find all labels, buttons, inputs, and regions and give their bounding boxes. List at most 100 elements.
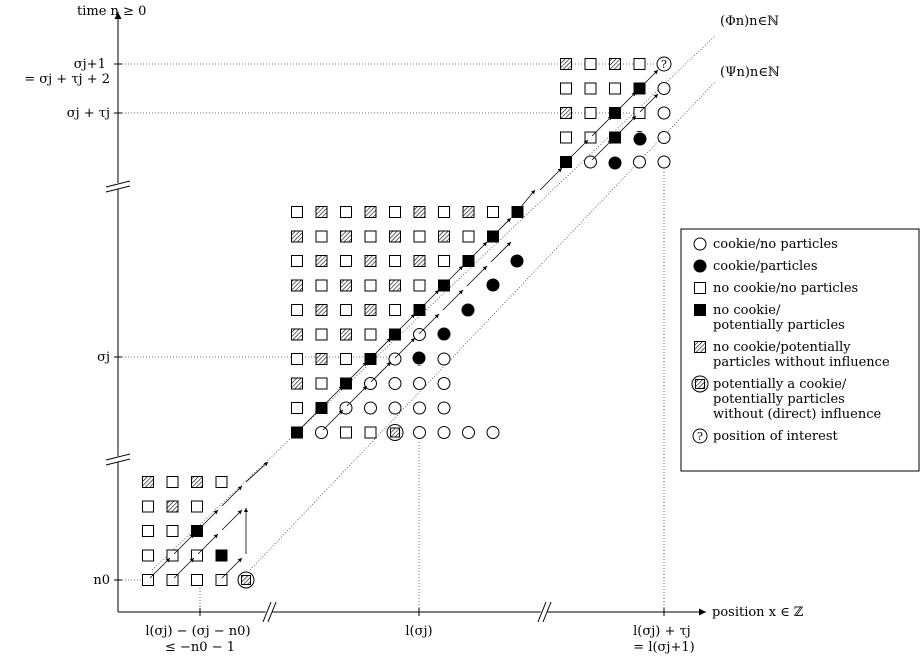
cell-open-square bbox=[584, 82, 597, 95]
question-mark: ? bbox=[661, 58, 667, 71]
cell-open-circle bbox=[388, 352, 402, 366]
cell-grids: ? bbox=[142, 56, 672, 589]
legend-item-filled-square: no cookie/potentially particles bbox=[694, 303, 845, 333]
cell-open-square bbox=[340, 255, 352, 267]
step-arrow bbox=[149, 557, 171, 579]
cell-open-square bbox=[462, 230, 475, 243]
legend-text: potentially a cookie/ bbox=[713, 377, 847, 392]
cell-open-circle bbox=[462, 426, 475, 439]
cell-open-square bbox=[291, 402, 303, 414]
cell-open-square bbox=[215, 476, 228, 488]
cell-open-square bbox=[633, 107, 646, 119]
x-axis-break-left bbox=[262, 600, 277, 624]
legend-text: no cookie/no particles bbox=[713, 281, 858, 296]
cell-open-square bbox=[487, 206, 499, 218]
step-arrow bbox=[221, 509, 243, 531]
x-tick-label-right: l(σj) + τj = l(σj+1) bbox=[633, 624, 695, 655]
step-arrow bbox=[370, 337, 392, 359]
cell-filled-square bbox=[511, 206, 524, 218]
cell-hatched-square bbox=[166, 500, 179, 513]
cell-open-circle bbox=[486, 426, 500, 439]
cell-open-circle bbox=[315, 426, 328, 439]
y-axis-break-lower bbox=[105, 453, 131, 466]
cell-open-circle bbox=[413, 328, 426, 341]
cell-hatched-square bbox=[315, 206, 328, 218]
cell-filled-circle bbox=[461, 303, 475, 317]
cell-open-square bbox=[584, 131, 597, 144]
y-axis-break-upper bbox=[105, 180, 131, 193]
cell-open-square bbox=[291, 206, 303, 218]
cell-open-square bbox=[166, 476, 179, 488]
x-tick-labels: l(σj) − (σj − n0) ≤ −n0 − 1 l(σj) l(σj) … bbox=[145, 624, 695, 655]
cell-open-circle bbox=[657, 155, 671, 169]
legend-text: particles without influence bbox=[713, 355, 890, 370]
cell-open-square bbox=[389, 255, 401, 267]
question-mark: ? bbox=[697, 430, 703, 443]
cell-hatched-square bbox=[142, 476, 154, 488]
x-axis-break-right bbox=[537, 600, 552, 624]
step-arrow bbox=[591, 115, 613, 137]
y-tick-label-sigma-j: σj bbox=[97, 350, 110, 365]
cell-open-circle bbox=[413, 401, 426, 415]
legend-text: potentially particles bbox=[713, 392, 845, 407]
legend-item-open-square: no cookie/no particles bbox=[694, 281, 858, 296]
step-arrow bbox=[418, 313, 440, 335]
cell-hatched-square bbox=[191, 476, 203, 488]
cell-open-square bbox=[291, 353, 303, 365]
legend-text: no cookie/ bbox=[713, 303, 781, 318]
cell-hatched-square bbox=[315, 304, 328, 316]
cell-open-circle bbox=[413, 377, 426, 390]
grid-row bbox=[142, 549, 228, 562]
cell-filled-circle bbox=[412, 351, 426, 365]
cell-open-square bbox=[584, 58, 597, 70]
cell-open-circle bbox=[437, 401, 451, 415]
open-square-icon bbox=[694, 282, 706, 294]
step-arrow bbox=[539, 167, 563, 191]
step-arrow bbox=[394, 337, 416, 359]
cell-hatched-square bbox=[413, 255, 426, 267]
grid-row bbox=[291, 255, 475, 267]
cell-open-square bbox=[291, 255, 303, 267]
cell-open-square bbox=[142, 549, 154, 562]
cell-open-circle bbox=[339, 401, 353, 415]
cell-hatched-square bbox=[413, 206, 426, 218]
cell-hatched-square bbox=[364, 206, 377, 218]
cell-hatched-square bbox=[364, 255, 377, 267]
legend-text: no cookie/potentially bbox=[713, 340, 851, 355]
cell-hatched-square bbox=[340, 279, 352, 292]
cell-filled-square bbox=[609, 131, 621, 144]
cell-open-square bbox=[166, 549, 179, 562]
cell-hatched-square bbox=[291, 230, 303, 243]
grid-row bbox=[560, 106, 671, 120]
cell-filled-square bbox=[389, 328, 401, 341]
filled-circle-icon bbox=[693, 259, 707, 273]
cell-open-square bbox=[364, 230, 377, 243]
y-tick-label-sigma-tau: σj + τj bbox=[67, 106, 110, 121]
cell-open-square bbox=[413, 279, 426, 292]
step-arrow bbox=[639, 93, 659, 113]
cell-open-square bbox=[389, 304, 401, 316]
legend-item-hatched-circle: potentially a cookie/potentially particl… bbox=[691, 375, 882, 422]
cell-open-square bbox=[166, 525, 179, 537]
cell-open-square bbox=[191, 500, 203, 513]
step-arrow bbox=[346, 361, 368, 383]
grid-row bbox=[142, 571, 255, 589]
step-arrow bbox=[394, 313, 416, 335]
step-arrow bbox=[197, 533, 219, 555]
phi-label: (Φn)n∈ℕ bbox=[720, 14, 779, 29]
legend-text: cookie/particles bbox=[713, 259, 818, 274]
step-arrow bbox=[245, 461, 269, 483]
legend-item-question-circle: ? position of interest bbox=[692, 428, 838, 444]
step-arrow bbox=[322, 409, 344, 431]
cell-hatched-square bbox=[291, 279, 303, 292]
cell-open-square bbox=[609, 82, 621, 95]
step-arrow bbox=[221, 557, 243, 579]
cell-hatched-square bbox=[609, 58, 621, 70]
grid-row bbox=[560, 82, 671, 95]
step-arrow bbox=[639, 69, 659, 89]
cell-open-square bbox=[291, 304, 303, 316]
grid-row bbox=[142, 476, 228, 488]
cell-hatched-square bbox=[340, 328, 352, 341]
cell-hatched-square bbox=[315, 353, 328, 365]
